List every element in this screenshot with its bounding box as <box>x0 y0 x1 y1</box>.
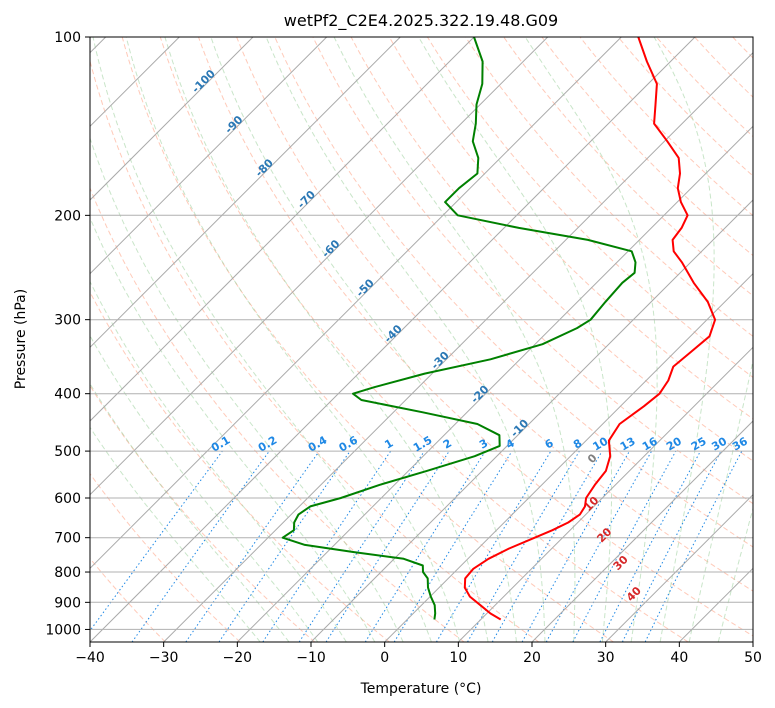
isotherm-line <box>90 37 475 422</box>
isotherm-line <box>310 199 753 642</box>
moist-adiabat-line <box>90 216 376 642</box>
temperature-profile-line <box>463 37 717 621</box>
x-tick-label: 0 <box>380 650 389 666</box>
data-lines <box>281 37 717 621</box>
y-tick-label: 100 <box>54 30 81 46</box>
y-tick-label: 200 <box>54 208 81 224</box>
isotherm-line <box>605 493 753 642</box>
moist-adiabat-line <box>653 37 715 642</box>
mixing-ratio-line <box>325 450 450 642</box>
y-tick-label: 1000 <box>45 622 81 638</box>
moist-adiabat-line <box>90 334 319 642</box>
dewpoint-profile-line <box>281 37 637 620</box>
moist-adiabat-line <box>418 37 613 642</box>
isotherm-line <box>163 51 753 642</box>
moist-adiabat-line <box>333 37 576 642</box>
mixing-ratio-line <box>185 450 320 642</box>
y-tick-label: 300 <box>54 313 81 329</box>
dry-adiabat-line <box>90 59 540 642</box>
mixing-ratio-line <box>393 450 513 642</box>
isotherm-line <box>90 37 401 349</box>
x-tick-label: 10 <box>449 650 467 666</box>
chart-title: wetPf2_C2E4.2025.322.19.48.G09 <box>284 11 558 31</box>
moist-adiabat-line <box>210 37 517 642</box>
moist-adiabat-line <box>90 382 290 642</box>
dry-adiabat-line <box>426 37 753 378</box>
x-tick-label: 20 <box>523 650 541 666</box>
x-tick-label: 40 <box>670 650 688 666</box>
dry-adiabat-line <box>350 37 753 462</box>
x-axis-title: Temperature (°C) <box>360 681 482 697</box>
dry-adiabat-line <box>236 37 753 592</box>
x-tick-label: 50 <box>744 650 762 666</box>
isotherm-line <box>457 346 753 642</box>
x-axis: −40 −30 −20 −10 0 10 20 30 40 50 <box>75 642 762 666</box>
dry-adiabat-line <box>312 37 753 505</box>
x-tick-label: −10 <box>296 650 326 666</box>
mixing-ratio-line <box>298 450 425 642</box>
dry-adiabat-line <box>465 37 753 337</box>
x-tick-label: 30 <box>597 650 615 666</box>
isotherm-line <box>90 37 622 570</box>
isotherm-line <box>236 125 753 642</box>
isotherm-line <box>90 37 696 642</box>
isotherm-line <box>90 37 549 496</box>
x-tick-label: −40 <box>75 650 105 666</box>
moist-adiabat-line <box>90 136 404 642</box>
dry-adiabat-line <box>90 291 390 642</box>
dry-adiabat-line <box>159 37 689 642</box>
moist-adiabat-line <box>265 37 546 642</box>
y-tick-label: 500 <box>54 444 81 460</box>
mixing-ratio-line <box>131 450 270 642</box>
x-tick-label: −20 <box>223 650 253 666</box>
y-axis: 100 200 300 400 500 600 700 800 900 1000 <box>45 30 90 638</box>
mixing-ratio-line <box>572 450 677 642</box>
dry-adiabat-line <box>90 384 316 642</box>
dry-adiabat-line <box>579 37 753 217</box>
moist-adiabat-line <box>688 358 753 642</box>
y-tick-label: 400 <box>54 387 81 403</box>
x-tick-label: −30 <box>149 650 179 666</box>
moist-adiabat-line <box>125 37 461 642</box>
moist-adiabat-line <box>90 426 261 642</box>
moist-adiabat-line <box>90 280 347 642</box>
mixing-ratio-line <box>262 450 392 642</box>
mixing-ratio-line <box>218 450 351 642</box>
mixing-ratio-line <box>545 450 653 642</box>
isotherm-line <box>384 272 753 642</box>
grid-lines <box>90 37 753 642</box>
dry-adiabat-line <box>90 472 241 642</box>
mixing-ratio-line <box>90 450 223 632</box>
moist-adiabat-line <box>92 37 432 642</box>
mixing-ratio-line <box>521 450 630 642</box>
isotherm-line <box>90 37 254 201</box>
y-tick-label: 600 <box>54 491 81 507</box>
y-tick-label: 700 <box>54 531 81 547</box>
background-lines <box>90 37 753 642</box>
moist-adiabat-line <box>524 37 658 642</box>
dry-adiabat-line <box>121 37 614 642</box>
mixing-ratio-line <box>644 450 743 642</box>
isotherm-line <box>531 420 753 642</box>
y-tick-label: 800 <box>54 565 81 581</box>
moist-adiabat-line <box>164 37 489 642</box>
moist-adiabat-line <box>717 506 753 642</box>
y-tick-label: 900 <box>54 595 81 611</box>
plot-frame <box>89 36 754 643</box>
dry-adiabat-line <box>90 186 465 642</box>
isotherm-line <box>90 37 328 275</box>
y-axis-title: Pressure (hPa) <box>13 289 29 389</box>
